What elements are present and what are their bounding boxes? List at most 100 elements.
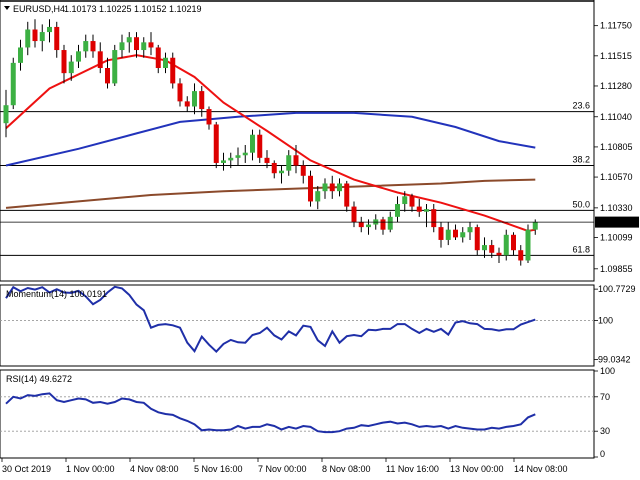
candle: [90, 34, 96, 58]
candle-body: [170, 57, 176, 84]
candle: [337, 178, 342, 197]
candle: [402, 191, 408, 212]
price-tick-label: 1.09855: [600, 264, 633, 274]
candle-body: [337, 183, 342, 192]
candle-body: [141, 42, 147, 51]
rsi-axis: 100 70 30 0: [594, 366, 615, 459]
candle-body: [250, 134, 255, 153]
candle: [489, 239, 495, 258]
chart-header: EURUSD,H4 1.10173 1.10225 1.10152 1.1021…: [4, 4, 202, 14]
close-value: 1.10219: [169, 4, 202, 14]
candle-body: [453, 229, 458, 238]
candle: [380, 216, 386, 235]
candle: [351, 201, 357, 228]
chevron-down-icon[interactable]: [4, 6, 10, 10]
candle: [300, 160, 306, 184]
candle-body: [496, 252, 502, 256]
candle: [18, 39, 23, 71]
candle-body: [264, 157, 270, 163]
candle-body: [366, 224, 371, 228]
candle: [119, 34, 125, 58]
momentum-axis: 100.7729 100 99.0342: [594, 284, 636, 365]
candle: [3, 89, 9, 138]
rsi-title: RSI(14) 49.6272: [6, 374, 72, 384]
low-value: 1.10152: [134, 4, 167, 14]
candle: [474, 224, 480, 256]
candle-body: [489, 245, 495, 253]
candle-body: [286, 155, 292, 171]
candle: [460, 227, 466, 243]
candle: [105, 57, 110, 89]
momentum-tick-label: 100.7729: [598, 284, 636, 294]
candle: [250, 129, 255, 161]
candle-body: [271, 162, 277, 174]
rsi-panel-frame: [0, 369, 595, 459]
candle-body: [25, 29, 31, 48]
candle: [525, 224, 531, 264]
candle: [39, 24, 45, 52]
time-tick-label: 14 Nov 08:00: [514, 464, 568, 474]
candle: [467, 221, 473, 240]
candle: [416, 198, 422, 217]
candle-body: [235, 155, 241, 158]
sma100-line: [5, 111, 536, 167]
candle: [315, 186, 321, 210]
candle: [409, 193, 415, 212]
candle: [503, 229, 509, 261]
candle-body: [105, 68, 110, 84]
price-tick-label: 1.11750: [600, 21, 632, 31]
candle: [213, 121, 219, 169]
candle-body: [460, 232, 466, 238]
candle: [293, 144, 299, 174]
candle-body: [358, 221, 364, 228]
candle-body: [148, 42, 154, 48]
candle: [242, 144, 248, 163]
candle: [228, 152, 234, 169]
candle: [148, 32, 154, 56]
sma20-line: [5, 54, 536, 233]
candle: [322, 178, 328, 199]
candle-body: [192, 91, 197, 107]
candle: [257, 129, 263, 163]
rsi-tick-label: 100: [600, 366, 615, 376]
candle-body: [184, 101, 190, 107]
time-tick-label: 7 Nov 00:00: [258, 464, 307, 474]
candle: [358, 216, 364, 233]
candle: [329, 175, 335, 199]
rsi-line: [5, 392, 536, 434]
price-tick-label: 1.11040: [600, 112, 632, 122]
candle-body: [119, 42, 125, 51]
candle: [271, 160, 277, 179]
time-tick-label: 13 Nov 00:00: [450, 464, 504, 474]
candle-body: [518, 250, 524, 261]
time-tick-label: 30 Oct 2019: [2, 464, 51, 474]
candle: [54, 21, 60, 58]
momentum-line: [5, 285, 536, 354]
open-value: 1.10173: [64, 4, 97, 14]
candle: [206, 106, 212, 130]
candle: [445, 221, 451, 246]
candle: [453, 224, 458, 240]
candle: [395, 196, 400, 222]
price-tick-label: 1.11280: [600, 81, 632, 91]
price-panel: 0.023.638.250.061.8: [0, 0, 595, 282]
rsi-tick-label: 0: [600, 449, 605, 459]
candle-body: [467, 227, 473, 233]
time-tick-label: 1 Nov 00:00: [66, 464, 115, 474]
symbol-label: EURUSD,H4: [13, 4, 65, 14]
candle: [97, 42, 103, 74]
candle: [10, 57, 16, 110]
price-tick-label: 1.10330: [600, 203, 633, 213]
fibonacci-levels: 0.023.638.250.061.8: [0, 0, 594, 256]
candle-body: [387, 216, 393, 230]
candle: [308, 170, 313, 207]
candle-body: [228, 157, 234, 161]
candle: [438, 221, 444, 248]
candle-body: [532, 221, 538, 230]
candle: [496, 247, 502, 264]
candle: [286, 150, 292, 176]
candle: [126, 32, 132, 53]
candle: [431, 204, 437, 233]
candle-body: [213, 124, 219, 163]
candle-body: [10, 62, 16, 106]
